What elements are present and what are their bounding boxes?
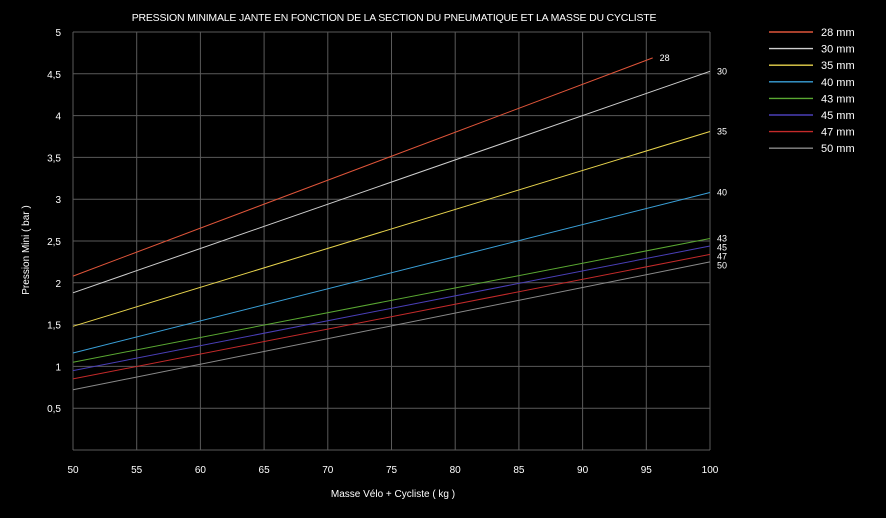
x-tick-label-10: 100: [702, 465, 719, 476]
series-line-43: [72, 238, 711, 363]
x-tick-label-3: 65: [259, 465, 271, 476]
legend-entry-45: 45 mm: [821, 110, 855, 122]
chart-legend: 28 mm 30 mm 35 mm 40 mm 43 mm 45 mm 47 mm 50 mm: [769, 27, 855, 155]
series-end-label-47: 47: [717, 251, 727, 261]
series-end-label-40: 40: [717, 188, 727, 198]
legend-entry-40: 40 mm: [821, 77, 855, 89]
x-tick-label-0: 50: [67, 465, 79, 476]
y-axis-label: Pression Mini ( bar ): [21, 205, 32, 294]
series-line-50: [72, 261, 711, 391]
y-tick-label-5: 3: [55, 195, 61, 206]
series-end-label-45: 45: [717, 242, 727, 252]
series-line-35: [72, 131, 711, 327]
legend-entry-43: 43 mm: [821, 93, 855, 105]
y-tick-label-9: 5: [55, 28, 61, 39]
y-tick-label-8: 4,5: [47, 70, 61, 81]
x-axis-label: Masse Vélo + Cycliste ( kg ): [331, 489, 455, 500]
x-tick-label-5: 75: [386, 465, 398, 476]
x-tick-label-2: 60: [195, 465, 207, 476]
chart-title: PRESSION MINIMALE JANTE EN FONCTION DE L…: [132, 12, 657, 24]
series-line-28: [72, 57, 653, 277]
x-tick-label-6: 80: [450, 465, 462, 476]
y-tick-label-2: 1,5: [47, 321, 61, 332]
legend-entry-47: 47 mm: [821, 127, 855, 139]
series-end-label-43: 43: [717, 233, 727, 243]
x-tick-label-4: 70: [322, 465, 334, 476]
legend-entry-30: 30 mm: [821, 44, 855, 56]
y-tick-label-0: 0,5: [47, 404, 61, 415]
y-axis-ticks: 0,5 1 1,5 2 2,5 3 3,5 4 4,5 5: [47, 28, 61, 415]
series-line-45: [72, 245, 711, 372]
series-end-label-35: 35: [717, 126, 727, 136]
y-tick-label-1: 1: [55, 362, 61, 373]
x-tick-label-1: 55: [131, 465, 143, 476]
series-end-label-30: 30: [717, 66, 727, 76]
series-end-label-50: 50: [717, 260, 727, 270]
series-lines: [72, 57, 711, 391]
y-tick-label-7: 4: [55, 112, 61, 123]
x-tick-label-8: 90: [577, 465, 589, 476]
legend-entry-50: 50 mm: [821, 143, 855, 155]
y-tick-label-3: 2: [55, 279, 61, 290]
legend-entry-28: 28 mm: [821, 27, 855, 39]
x-tick-label-9: 95: [641, 465, 653, 476]
series-line-40: [72, 192, 711, 354]
series-end-label-28: 28: [660, 53, 670, 63]
y-tick-label-6: 3,5: [47, 153, 61, 164]
chart-grid: [72, 31, 711, 451]
y-tick-label-4: 2,5: [47, 237, 61, 248]
series-line-47: [72, 253, 711, 380]
series-line-30: [72, 70, 711, 294]
legend-entry-35: 35 mm: [821, 60, 855, 72]
x-axis-ticks: 50 55 60 65 70 75 80 85 90 95 100: [67, 465, 718, 476]
x-tick-label-7: 85: [513, 465, 525, 476]
